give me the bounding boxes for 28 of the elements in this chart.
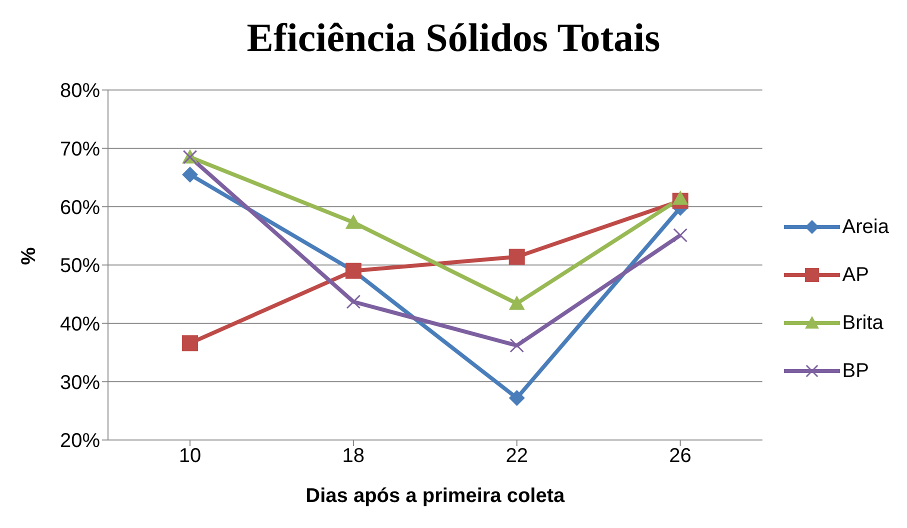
- x-tick-label: 26: [669, 445, 692, 468]
- chart-title: Eficiência Sólidos Totais: [246, 14, 662, 62]
- y-tick-label: 70%: [60, 138, 100, 160]
- x-axis-title: Dias após a primeira coleta: [306, 485, 566, 507]
- point: [182, 166, 198, 183]
- y-tick-label: 30%: [60, 372, 100, 394]
- y-tick-label: 20%: [60, 430, 100, 452]
- point: [182, 335, 198, 352]
- point: [510, 338, 524, 353]
- y-axis-title: %: [18, 247, 40, 265]
- y-tick-label: 40%: [60, 313, 100, 336]
- x-tick-label: 18: [342, 445, 365, 468]
- point: [508, 296, 525, 310]
- x-tick-label: 10: [178, 445, 202, 468]
- legend-label: BP: [842, 360, 869, 382]
- point: [508, 248, 525, 265]
- point: [673, 228, 688, 242]
- point: [346, 294, 361, 309]
- point: [345, 214, 362, 229]
- legend-label: Areia: [842, 216, 889, 238]
- point: [672, 190, 688, 205]
- legend-label: Brita: [842, 312, 884, 334]
- y-tick-label: 50%: [60, 255, 100, 278]
- point: [508, 390, 525, 406]
- legend-label: AP: [842, 264, 869, 286]
- y-tick-label: 60%: [60, 196, 100, 219]
- x-tick-label: 22: [506, 445, 528, 468]
- y-tick-label: 80%: [60, 80, 100, 102]
